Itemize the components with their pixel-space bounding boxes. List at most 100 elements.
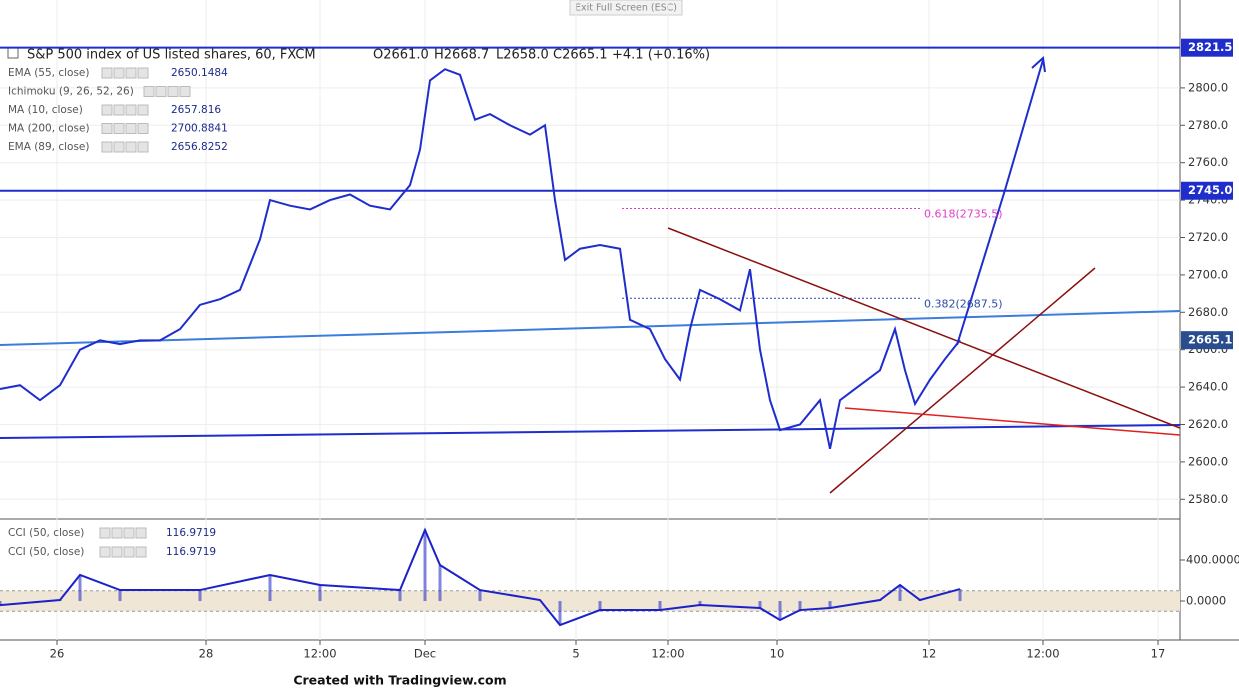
indicator-button [137,104,149,116]
y-tick-label: 400.0000 [1186,553,1239,567]
indicator-value: 2700.8841 [171,123,228,135]
indicator-button [111,546,123,558]
x-tick-label: 12:00 [303,647,336,661]
indicator-button [125,67,137,79]
level-tag [1181,38,1233,57]
indicator-name: MA (10, close) [8,104,83,116]
indicator-button [99,546,111,558]
cci-bar [958,589,962,602]
indicator-button [137,123,149,134]
y-tick-label: 2580.0 [1188,492,1228,506]
y-tick-label: 2600.0 [1188,454,1228,468]
cci-bar [198,590,202,602]
cci-bar [898,585,902,602]
cci-bar [828,601,832,608]
cci-band [0,590,1180,612]
trendline [667,227,1181,429]
trendline [0,424,1181,439]
indicator-name: CCI (50, close) [8,546,84,558]
indicator-button [137,67,149,79]
x-tick-label: 10 [770,647,785,661]
indicator-value: 116.9719 [166,546,216,558]
x-tick-label: 26 [50,647,65,661]
x-tick-label: 12 [922,647,937,661]
trend-drawings [0,55,1181,494]
indicator-button [113,104,125,116]
indicator-button [125,104,137,116]
indicator-name: Ichimoku (9, 26, 52, 26) [8,86,134,98]
indicator-button [125,141,137,153]
indicator-value: 2657.816 [171,104,221,116]
indicator-button [113,123,125,134]
x-tick-label: 12:00 [651,647,684,661]
indicator-button [167,86,179,97]
cci-bar [698,601,702,606]
cci-bar [118,590,122,602]
y-tick-label: 2680.0 [1188,305,1228,319]
indicator-button [143,86,155,97]
cci-bar [778,601,782,620]
x-tick-label: 5 [572,647,579,661]
indicator-button [113,141,125,153]
exit-button[interactable] [569,0,683,16]
cci-bar [658,601,662,611]
y-tick-label: 2640.0 [1188,380,1228,394]
ohlc-high: H2668.7 [434,48,489,63]
cci-line [0,527,961,627]
cci-bar [0,601,2,606]
indicator-button [137,141,149,153]
indicator-value: 2650.1484 [171,67,228,79]
x-tick-label: 17 [1151,647,1166,661]
indicator-button [123,527,135,539]
fib-label: 0.382(2687.5) [924,297,1003,310]
y-tick-label: 2720.0 [1188,230,1228,244]
cci-bar [478,590,482,602]
legend: S&P 500 index of US listed shares, 60, F… [7,47,710,63]
y-tick-label: 2620.0 [1188,417,1228,431]
indicator-button [123,546,135,558]
indicator-button [135,546,147,558]
indicator-button [101,104,113,116]
cci-bar [78,574,82,602]
cci-bar [758,601,762,608]
y-tick-label: 2800.0 [1188,80,1228,94]
x-tick-label: Dec [414,647,436,661]
cci-bar [558,601,562,626]
cci-bar [398,590,402,602]
last-price-label: 2665.1 [1188,333,1232,347]
cci-bar [423,529,427,602]
ohlc-low: L2658.0 [496,48,549,63]
cci-bar [268,574,272,602]
price-line [0,68,961,450]
ohlc-close: C2665.1 [553,48,608,63]
fib-label: 0.618(2735.5) [924,208,1003,221]
indicator-button [99,527,111,539]
indicator-button [155,86,167,97]
trendline [844,407,1181,436]
cci-bar [798,601,802,611]
indicator-button [101,141,113,153]
indicator-name: MA (200, close) [8,123,90,135]
x-tick-label: 12:00 [1026,647,1059,661]
exit-label[interactable]: Exit Full Screen (ESC) [575,3,677,14]
ohlc-open: O2661.0 [373,48,429,63]
trendline [829,267,1096,494]
level-label: 2821.5 [1188,40,1232,54]
level-label: 2745.0 [1188,183,1232,197]
x-tick-label: 28 [199,647,214,661]
indicator-button [101,67,113,79]
indicator-button [125,123,137,134]
y-tick-label: 2700.0 [1188,267,1228,281]
cci-bar [438,565,442,602]
last-price-tag [1181,331,1233,350]
indicator-value: 116.9719 [166,527,216,539]
footer: Created with Tradingview.com [293,673,506,688]
level-tag [1181,181,1233,200]
y-tick-label: 2760.0 [1188,155,1228,169]
cci-bar [318,585,322,602]
indicator-name: CCI (50, close) [8,527,84,539]
indicator-name: EMA (55, close) [8,67,90,79]
indicator-button [101,123,113,134]
y-tick-label: 0.0000 [1186,594,1226,608]
